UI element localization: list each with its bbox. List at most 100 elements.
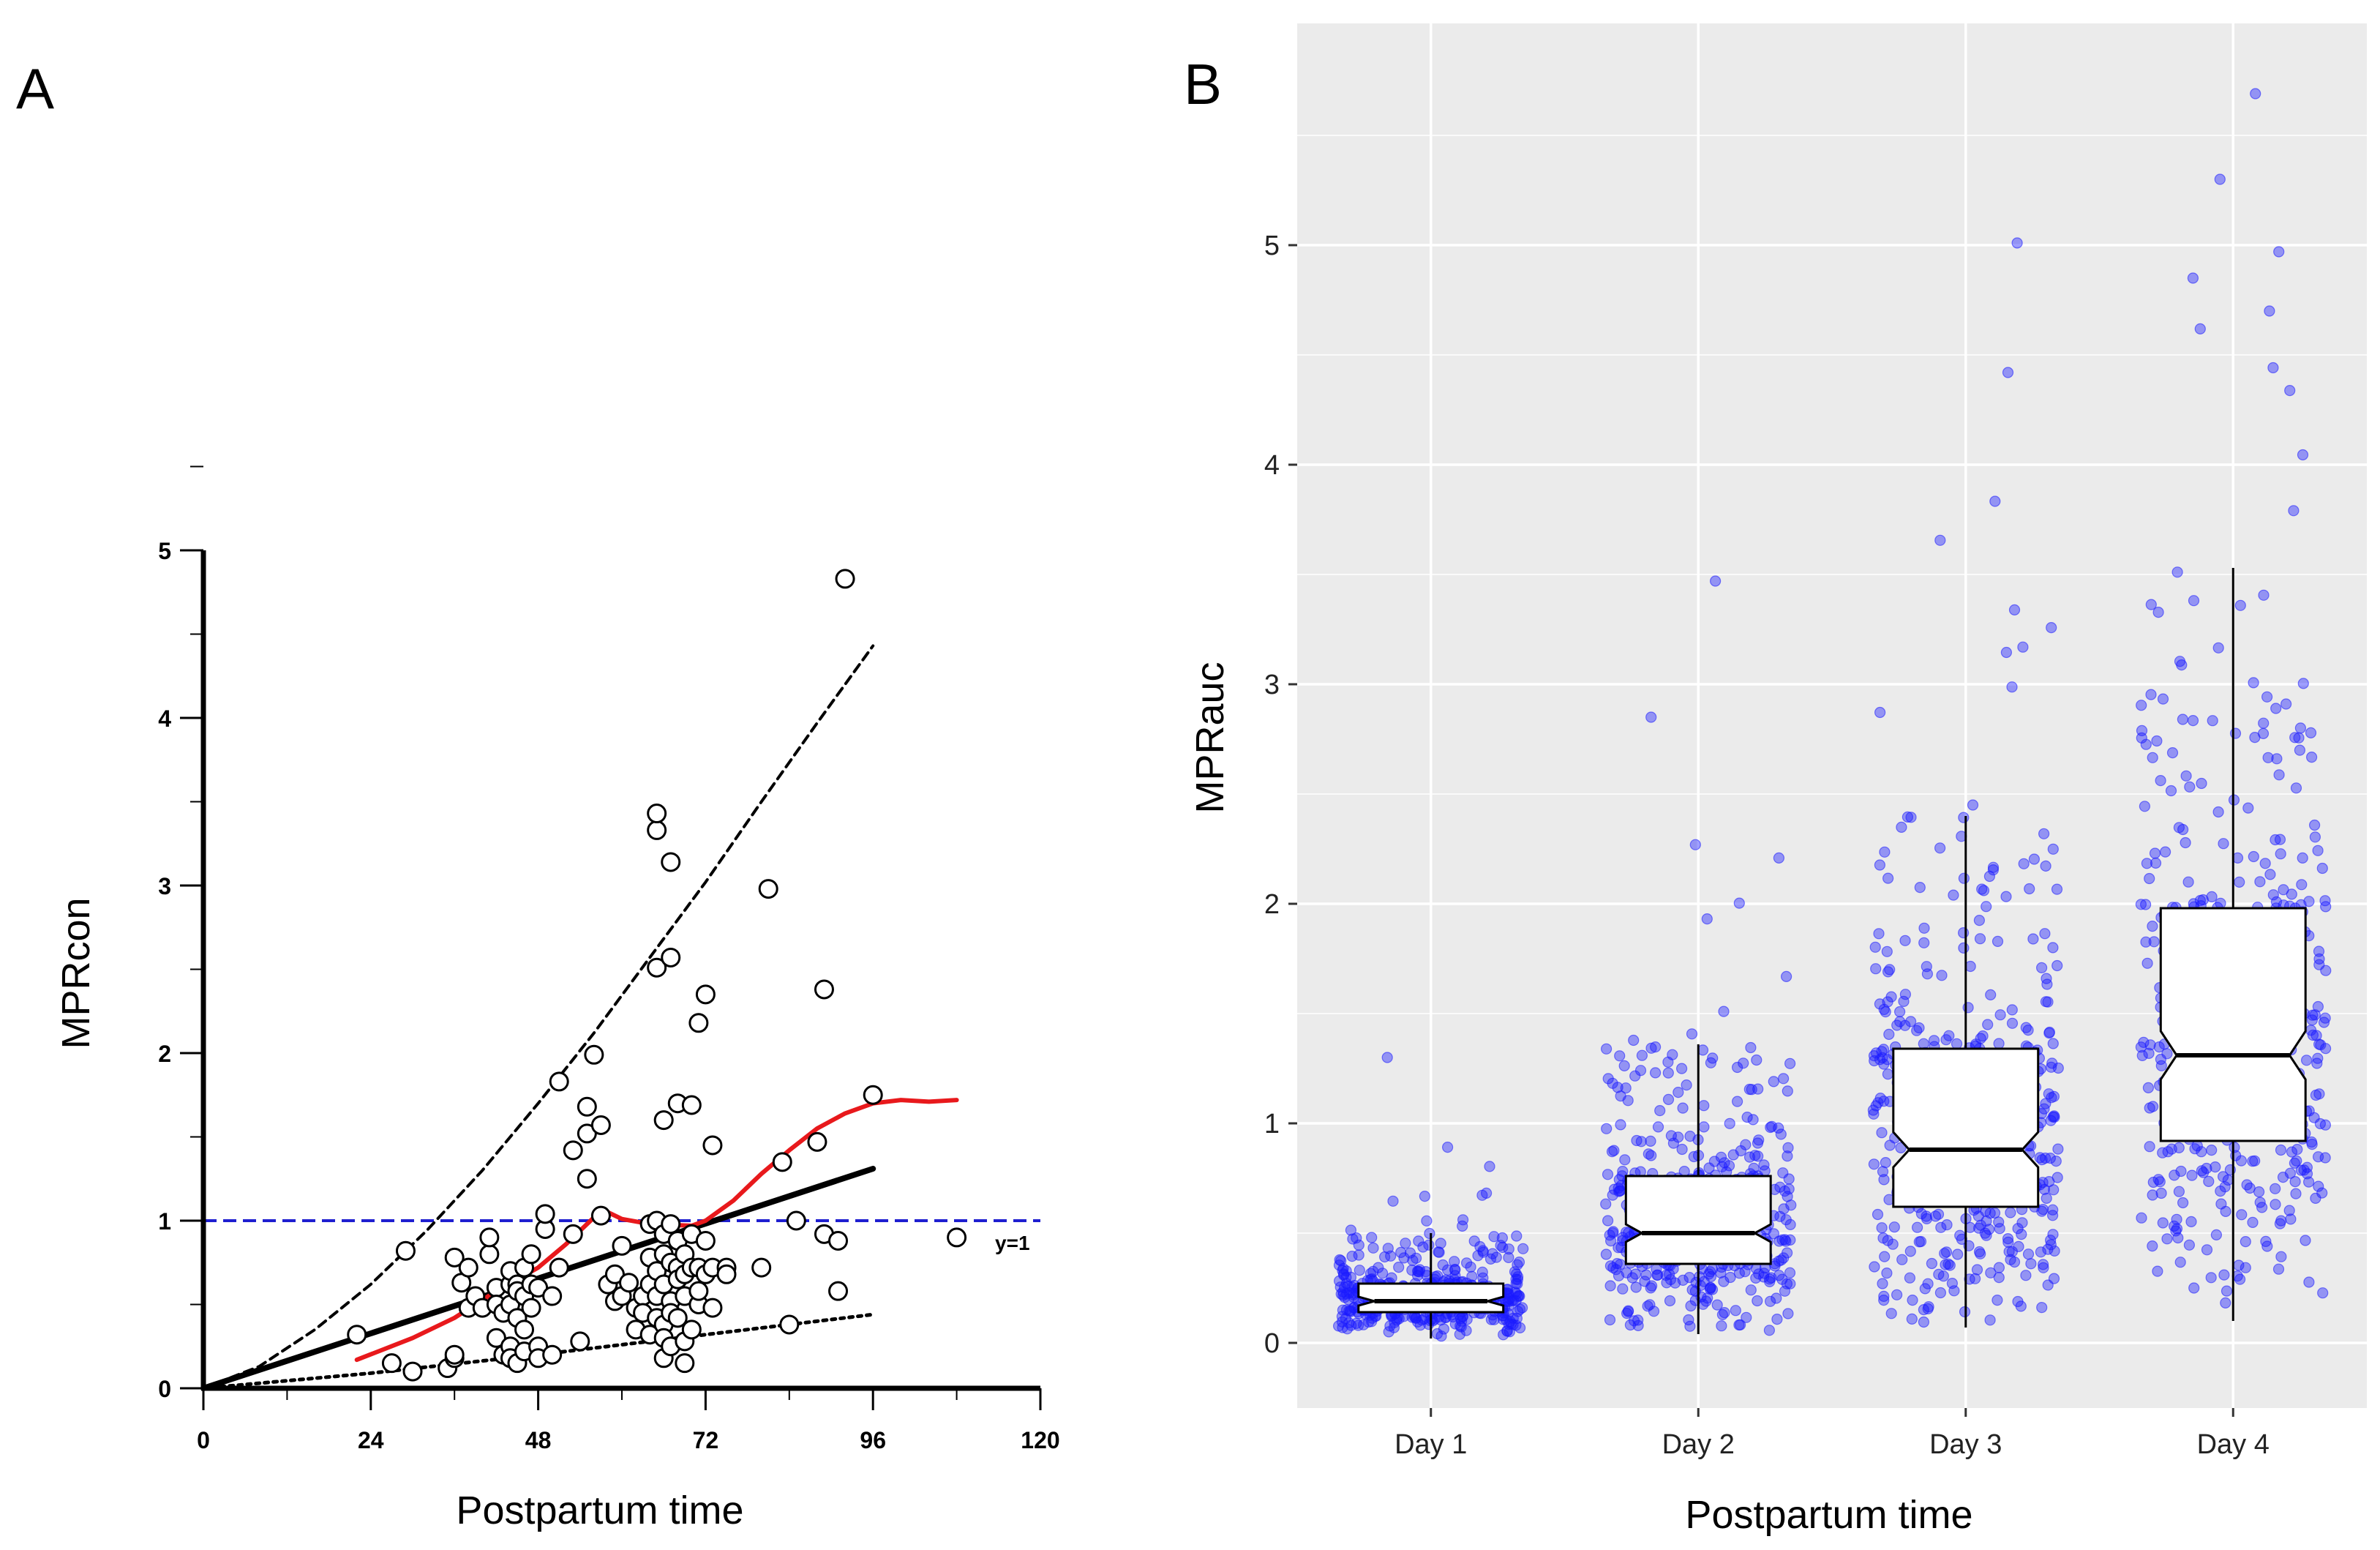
panel-b-jitter-point (2275, 1215, 2287, 1227)
panel-a-data-point (590, 1205, 611, 1226)
panel-b-jitter-point (1630, 1281, 1642, 1293)
panel-b-jitter-point (1654, 1104, 1666, 1117)
panel-b-jitter-point (2166, 746, 2179, 759)
panel-b-jitter-point (2291, 1143, 2303, 1156)
panel-b-jitter-point (1619, 1154, 1631, 1166)
panel-a-data-point (772, 1152, 792, 1172)
panel-b-jitter-point (2180, 836, 2191, 849)
panel-b-jitter-point (1741, 1111, 1753, 1123)
panel-b-jitter-point (1677, 1102, 1689, 1114)
panel-b-jitter-point (2005, 1207, 2016, 1218)
panel-b-jitter-point (1983, 870, 1995, 883)
panel-b-jitter-point (2152, 1265, 2163, 1277)
panel-b-jitter-point (1905, 1016, 1917, 1027)
panel-b-jitter-point (1896, 821, 1907, 834)
panel-b-jitter-point (1739, 1265, 1751, 1278)
panel-b-jitter-point (1769, 1260, 1781, 1272)
panel-b-jitter-point (1923, 1300, 1934, 1313)
panel-b-jitter-point (1970, 1273, 1981, 1284)
panel-b-jitter-point (1784, 1267, 1796, 1278)
panel-b-jitter-point (2161, 1233, 2173, 1245)
panel-b-jitter-point (1765, 1295, 1776, 1307)
panel-b-jitter-point (1662, 1093, 1675, 1106)
panel-b-jitter-point (2182, 876, 2194, 888)
panel-b-jitter-point (1985, 989, 1997, 1001)
panel-b-jitter-point (1741, 1311, 1752, 1323)
panel-b-jitter-point (2187, 714, 2199, 727)
panel-b-jitter-point (1411, 1270, 1424, 1281)
panel-b-jitter-point (1752, 1295, 1763, 1307)
panel-b-jitter-point (1517, 1302, 1528, 1314)
panel-a-data-point (444, 1247, 465, 1268)
panel-b-jitter-point (1993, 1271, 2005, 1284)
panel-b-jitter-point (1974, 933, 1986, 945)
panel-b-jitter-point (1768, 1076, 1779, 1087)
panel-b-jitter-point (2016, 1228, 2027, 1240)
panel-b-jitter-point (2294, 722, 2306, 734)
panel-b-jitter-point (1967, 799, 1979, 811)
panel-b-jitter-point (2270, 896, 2283, 908)
panel-b-jitter-point (2000, 891, 2012, 902)
panel-b-jitter-point (2316, 862, 2328, 875)
panel-b-jitter-point (2317, 1287, 2329, 1299)
panel-b-jitter-point (2037, 1203, 2049, 1216)
panel-b-outlier-point (2187, 272, 2199, 284)
panel-b-jitter-point (2310, 1192, 2321, 1205)
panel-b-jitter-point (2144, 1102, 2155, 1114)
panel-a-y-tick-label: 2 (158, 1041, 171, 1067)
panel-b-jitter-point (1873, 928, 1885, 940)
panel-a-data-point (381, 1353, 402, 1374)
panel-b-jitter-point (1948, 1285, 1960, 1297)
panel-b-jitter-point (2188, 595, 2200, 607)
panel-b-jitter-point (1622, 1095, 1634, 1107)
panel-b-outlier-point (2273, 246, 2285, 258)
panel-b-jitter-point (2206, 1144, 2218, 1156)
panel-b-jitter-point (2147, 920, 2158, 932)
panel-b-x-tick-label: Day 1 (1394, 1429, 1467, 1460)
panel-b-jitter-point (2283, 1205, 2295, 1216)
panel-b-jitter-point (1877, 1232, 1889, 1244)
panel-b-jitter-point (1604, 1314, 1616, 1326)
panel-b-jitter-point (1745, 1284, 1757, 1296)
panel-b-jitter-point (1724, 1271, 1736, 1284)
panel-b-jitter-point (2024, 883, 2035, 895)
panel-b-jitter-point (1686, 1284, 1698, 1296)
panel-a-data-point (458, 1257, 478, 1278)
panel-b-jitter-point (1881, 946, 1893, 957)
panel-b-jitter-point (1632, 1314, 1644, 1326)
panel-b-jitter-point (1896, 1254, 1908, 1265)
panel-b-jitter-point (1345, 1224, 1357, 1236)
panel-b-jitter-point (2275, 1251, 2287, 1262)
panel-b-jitter-point (2247, 1216, 2259, 1229)
panel-b-jitter-point (2041, 1192, 2052, 1205)
panel-b-jitter-point (1413, 1235, 1424, 1247)
panel-b-jitter-point (2050, 1155, 2062, 1167)
panel-b-jitter-point (1604, 1280, 1616, 1292)
panel-a-upper-prediction-bound (202, 644, 875, 1390)
panel-b-jitter-point (1614, 1050, 1626, 1062)
panel-b-jitter-point (2140, 738, 2152, 750)
panel-b-jitter-point (2267, 362, 2279, 374)
panel-b-jitter-point (2147, 1176, 2159, 1188)
panel-b-jitter-point (1456, 1315, 1468, 1327)
panel-a-data-point (612, 1235, 632, 1256)
panel-b-jitter-point (2136, 1212, 2147, 1224)
panel-b-jitter-point (1895, 1142, 1907, 1154)
panel-b-jitter-point (1716, 1161, 1728, 1172)
panel-a-data-point (619, 1273, 639, 1293)
panel-b-jitter-point (1758, 1268, 1770, 1279)
panel-b-jitter-point (1765, 1121, 1776, 1134)
panel-b-jitter-point (2048, 1090, 2060, 1102)
panel-b-box (2159, 907, 2307, 1142)
panel-b-jitter-point (1673, 1086, 1684, 1098)
panel-b-jitter-point (1424, 1227, 1435, 1240)
panel-b-jitter-point (1662, 1067, 1674, 1079)
panel-b-jitter-point (2278, 884, 2289, 896)
panel-b-jitter-point (2305, 727, 2317, 739)
panel-a-data-point (828, 1281, 849, 1301)
panel-b-jitter-point (1354, 1265, 1365, 1276)
panel-b-jitter-point (2006, 1004, 2018, 1016)
panel-b-jitter-point (2018, 858, 2030, 869)
panel-b-jitter-point (1378, 1251, 1391, 1263)
panel-b-jitter-point (2188, 1282, 2200, 1294)
